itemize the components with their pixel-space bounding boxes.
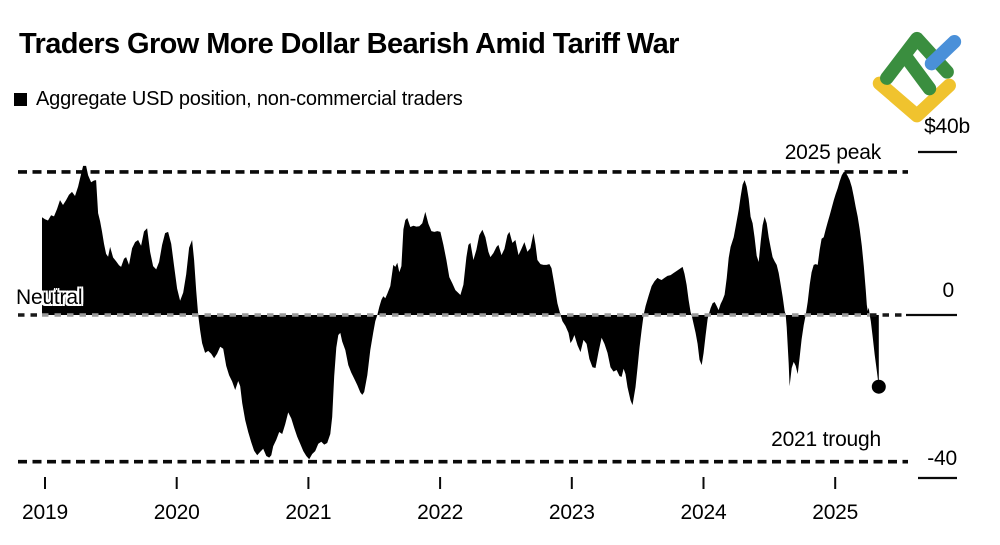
- series-end-dot: [871, 379, 886, 394]
- y-axis-label-0: 0: [942, 279, 955, 302]
- x-axis-label-2019: 2019: [22, 501, 68, 524]
- x-axis-label-2025: 2025: [812, 501, 859, 524]
- logo-green-branch-icon: [898, 49, 937, 96]
- page-title: Traders Grow More Dollar Bearish Amid Ta…: [19, 28, 679, 60]
- legend-swatch-icon: [14, 93, 27, 106]
- logo-yellow-check-icon: [872, 76, 956, 123]
- x-axis-label-2024: 2024: [680, 501, 727, 524]
- y-axis-label-minus40: -40: [927, 447, 957, 470]
- usd-position-area: [42, 165, 879, 460]
- legend-label: Aggregate USD position, non-commercial t…: [36, 88, 463, 110]
- logo-blue-accent-icon: [924, 35, 962, 71]
- x-axis-label-2023: 2023: [548, 501, 595, 524]
- litefinance-logo: [872, 31, 962, 123]
- annotation-2025-peak: 2025 peak: [784, 141, 881, 164]
- annotation-2021-trough: 2021 trough: [771, 428, 881, 451]
- x-axis-label-2022: 2022: [417, 501, 464, 524]
- annotation-neutral: Neutral: [16, 286, 83, 309]
- legend: Aggregate USD position, non-commercial t…: [14, 88, 463, 111]
- x-axis-labels: 2019 2020 2021 2022 2023 2024 2025: [0, 501, 1000, 531]
- x-axis-label-2020: 2020: [153, 501, 200, 524]
- y-axis-label-40b: $40b: [924, 115, 970, 138]
- x-axis-label-2021: 2021: [285, 501, 332, 524]
